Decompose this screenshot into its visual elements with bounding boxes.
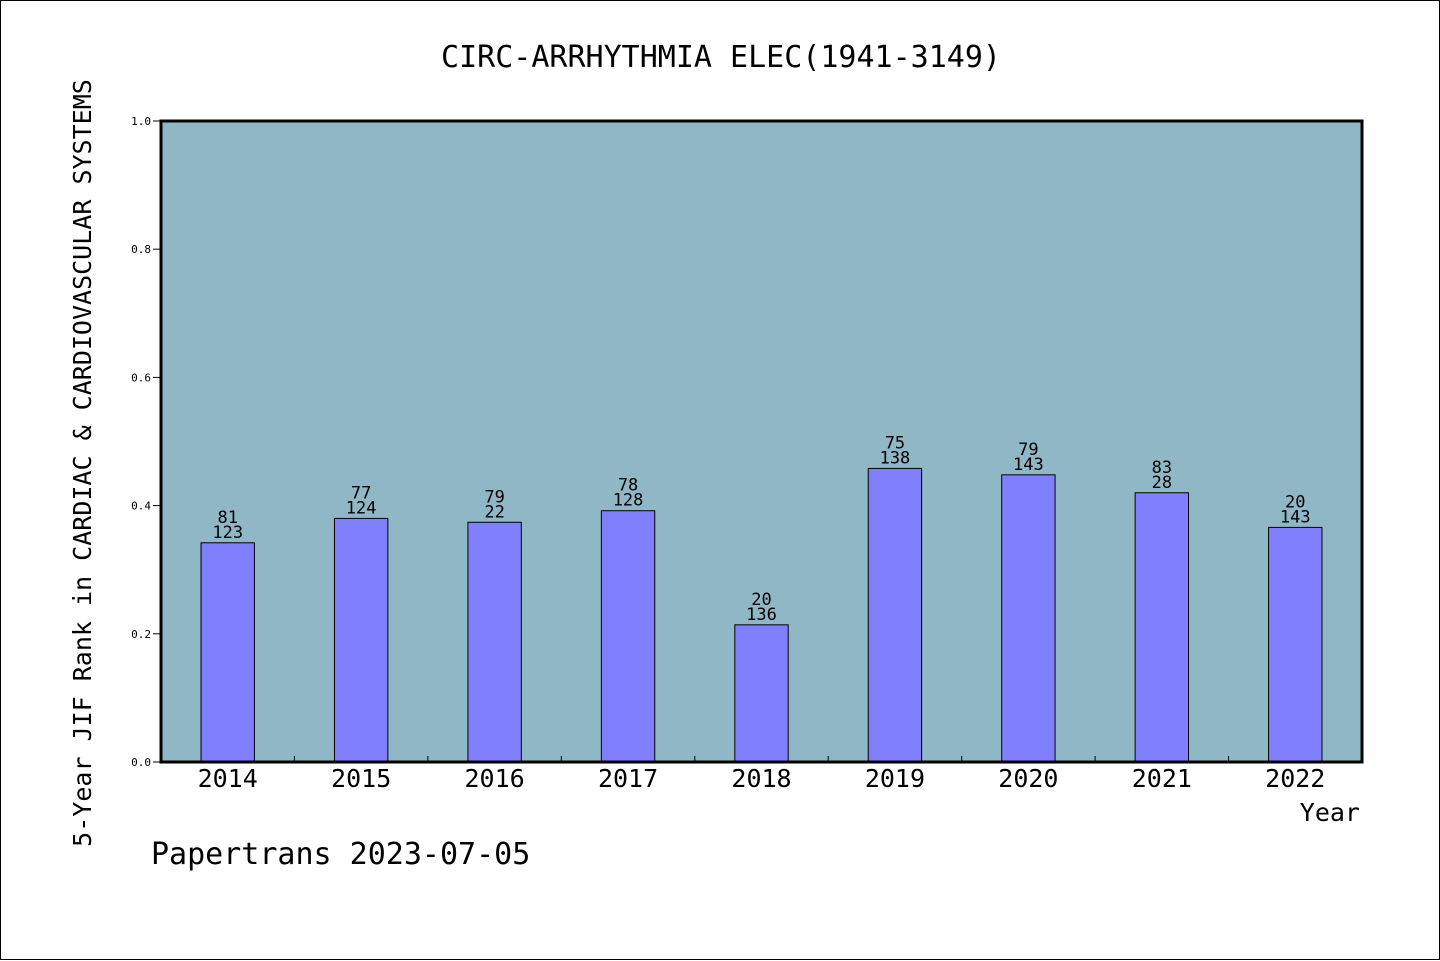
- x-tick-label: 2014: [198, 764, 258, 793]
- y-tick-label: 1.0: [131, 115, 151, 128]
- bar-label-top: 79: [1018, 440, 1038, 460]
- bar-label-bottom: 123: [212, 523, 243, 543]
- footer-credit: Papertrans 2023-07-05: [151, 837, 530, 872]
- bar-2022: [1268, 526, 1323, 763]
- bar-label-top: 83: [1152, 458, 1172, 478]
- plot-border: [159, 119, 1364, 764]
- x-tick-label: 2019: [865, 764, 925, 793]
- y-tick-label: 0.8: [131, 243, 151, 256]
- bar-label-bottom: 28: [1152, 473, 1172, 493]
- y-axis: 0.0 0.2 0.4 0.6 0.8 1.0: [131, 115, 161, 769]
- x-tick-label: 2015: [331, 764, 391, 793]
- y-tick-label: 0.2: [131, 628, 151, 641]
- bar-label-bottom: 22: [484, 502, 504, 522]
- bar-2020: [1001, 474, 1056, 763]
- x-tick-label: 2022: [1265, 764, 1325, 793]
- bar-label-top: 20: [751, 590, 771, 610]
- bar-label-top: 78: [618, 476, 638, 496]
- chart-title: CIRC-ARRHYTHMIA ELEC(1941-3149): [441, 40, 1001, 75]
- x-tick-label: 2017: [598, 764, 658, 793]
- bar-label-bottom: 143: [1280, 507, 1311, 527]
- bar-label-top: 79: [484, 487, 504, 507]
- bar-2016: [467, 521, 522, 763]
- x-axis-label: Year: [1300, 798, 1360, 827]
- bar-2014: [200, 542, 255, 763]
- y-tick-label: 0.4: [131, 500, 151, 513]
- bar-label-bottom: 143: [1013, 455, 1044, 475]
- bar-2019: [867, 467, 923, 763]
- bar-2021: [1134, 492, 1190, 763]
- bar-label-top: 75: [885, 433, 905, 453]
- bar-2018: [734, 624, 789, 763]
- bar-label-top: 20: [1285, 492, 1305, 512]
- x-tick-label: 2020: [998, 764, 1058, 793]
- x-axis: 2014 2015 2016 2017 2018 2019 2020 2021 2022: [198, 756, 1325, 793]
- y-tick-label: 0.6: [131, 371, 151, 384]
- bar-2017: [600, 510, 656, 763]
- x-tick-label: 2018: [731, 764, 791, 793]
- bar-label-top: 81: [217, 508, 237, 528]
- bar-label-bottom: 138: [880, 448, 911, 468]
- bar-label-bottom: 128: [613, 491, 644, 511]
- bar-label-top: 77: [351, 483, 371, 503]
- bar-label-bottom: 136: [746, 605, 777, 625]
- y-axis-label: 5-Year JIF Rank in CARDIAC & CARDIOVASCU…: [68, 79, 97, 847]
- bar-2015: [333, 517, 389, 763]
- bar-label-bottom: 124: [346, 498, 377, 518]
- x-tick-label: 2021: [1132, 764, 1192, 793]
- x-tick-label: 2016: [465, 764, 525, 793]
- y-tick-label: 0.0: [131, 756, 151, 769]
